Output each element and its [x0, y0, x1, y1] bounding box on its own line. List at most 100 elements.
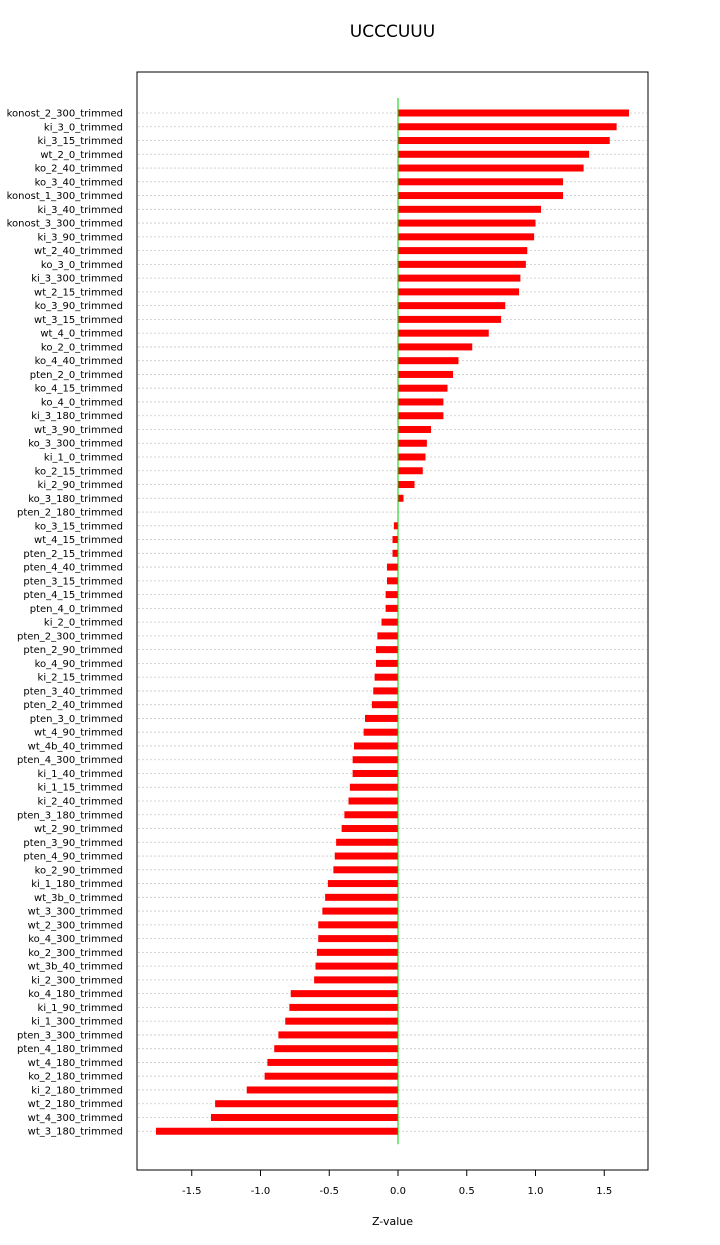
- row-label: ki_3_90_trimmed: [38, 232, 123, 243]
- x-tick-label: 0.0: [390, 1186, 406, 1197]
- row-label: pten_3_15_trimmed: [23, 576, 123, 587]
- row-label: ko_4_0_trimmed: [41, 397, 123, 408]
- bar: [398, 467, 423, 475]
- bar: [314, 976, 398, 984]
- row-label: ko_4_300_trimmed: [28, 934, 123, 945]
- row-label: ko_3_300_trimmed: [28, 439, 123, 450]
- row-label: konost_2_300_trimmed: [7, 109, 123, 120]
- bar: [398, 205, 541, 213]
- row-label: ko_3_15_trimmed: [35, 521, 123, 532]
- row-label: wt_2_40_trimmed: [34, 246, 123, 257]
- row-label: pten_2_15_trimmed: [23, 549, 123, 560]
- row-labels: konost_2_300_trimmed ki_3_0_trimmed ki_3_1…: [7, 109, 123, 1138]
- bar: [398, 274, 521, 282]
- row-label: ki_1_90_trimmed: [38, 1003, 123, 1014]
- row-label: pten_3_300_trimmed: [17, 1030, 123, 1041]
- row-label: pten_2_40_trimmed: [23, 700, 123, 711]
- row-label: ko_4_15_trimmed: [35, 384, 123, 395]
- bar: [376, 659, 398, 667]
- bar: [365, 714, 398, 722]
- bar: [398, 384, 448, 392]
- bar: [274, 1045, 398, 1053]
- bar: [315, 962, 398, 970]
- bar: [246, 1086, 398, 1094]
- row-label: pten_4_90_trimmed: [23, 852, 123, 863]
- row-label: pten_4_40_trimmed: [23, 563, 123, 574]
- row-label: konost_1_300_trimmed: [7, 191, 123, 202]
- row-label: wt_4_300_trimmed: [28, 1113, 123, 1124]
- bar: [363, 728, 398, 736]
- row-label: ko_3_180_trimmed: [28, 494, 123, 505]
- row-label: ki_2_15_trimmed: [38, 673, 123, 684]
- bar: [333, 866, 398, 874]
- bar: [398, 260, 526, 268]
- bar: [215, 1100, 398, 1108]
- row-label: ki_2_40_trimmed: [38, 797, 123, 808]
- row-label: wt_4_90_trimmed: [34, 728, 123, 739]
- bar: [392, 549, 398, 557]
- bar: [393, 522, 398, 530]
- bar: [398, 329, 489, 337]
- bar: [318, 921, 398, 929]
- bar: [373, 687, 398, 695]
- bar: [285, 1017, 398, 1025]
- bar: [398, 315, 502, 323]
- row-label: ko_4_90_trimmed: [35, 659, 123, 670]
- x-tick-label: 0.5: [459, 1186, 475, 1197]
- bar: [398, 192, 563, 200]
- bar: [398, 343, 473, 351]
- bar: [398, 412, 444, 420]
- bar: [341, 825, 398, 833]
- bar: [398, 302, 506, 310]
- bar: [348, 797, 398, 805]
- row-label: pten_4_0_trimmed: [30, 604, 123, 615]
- row-label: wt_3_15_trimmed: [34, 315, 123, 326]
- bar: [211, 1113, 398, 1121]
- bar: [278, 1031, 398, 1039]
- bar: [398, 481, 415, 489]
- row-label: pten_4_15_trimmed: [23, 590, 123, 601]
- row-label: ki_3_15_trimmed: [38, 136, 123, 147]
- bar: [398, 453, 426, 461]
- bar: [352, 769, 398, 777]
- bar: [374, 673, 398, 681]
- row-label: wt_3_300_trimmed: [28, 907, 123, 918]
- grid-lines: [138, 112, 647, 1132]
- row-label: ko_3_90_trimmed: [35, 301, 123, 312]
- bar: [336, 838, 398, 846]
- bar: [381, 618, 398, 626]
- row-label: konost_3_300_trimmed: [7, 219, 123, 230]
- bar: [316, 948, 398, 956]
- x-tick-label: -0.5: [319, 1186, 339, 1197]
- row-label: wt_2_300_trimmed: [28, 920, 123, 931]
- row-label: pten_2_300_trimmed: [17, 631, 123, 642]
- row-label: ko_4_40_trimmed: [35, 356, 123, 367]
- bar: [290, 990, 398, 998]
- row-label: ki_3_180_trimmed: [31, 411, 123, 422]
- row-label: ki_1_15_trimmed: [38, 783, 123, 794]
- bar: [385, 604, 398, 612]
- bar: [325, 893, 398, 901]
- bar: [156, 1127, 398, 1135]
- row-label: pten_2_180_trimmed: [17, 508, 123, 519]
- row-label: pten_4_180_trimmed: [17, 1044, 123, 1055]
- bar: [387, 577, 398, 585]
- bar: [398, 178, 563, 186]
- row-label: ko_2_300_trimmed: [28, 948, 123, 959]
- bar: [334, 852, 398, 860]
- bar: [354, 742, 398, 750]
- bar: [398, 370, 453, 378]
- row-label: ko_3_40_trimmed: [35, 177, 123, 188]
- row-label: wt_2_0_trimmed: [40, 150, 123, 161]
- bar: [318, 935, 398, 943]
- bar: [398, 150, 590, 158]
- row-label: ki_1_300_trimmed: [31, 1017, 123, 1028]
- bar: [322, 907, 398, 915]
- x-tick-label: 1.0: [528, 1186, 544, 1197]
- bar: [264, 1072, 398, 1080]
- bar: [398, 288, 519, 296]
- x-axis: -1.5 -1.0 -0.5 0.0 0.5 1.0 1.5: [182, 1169, 612, 1197]
- bar: [385, 591, 398, 599]
- bar: [376, 646, 398, 654]
